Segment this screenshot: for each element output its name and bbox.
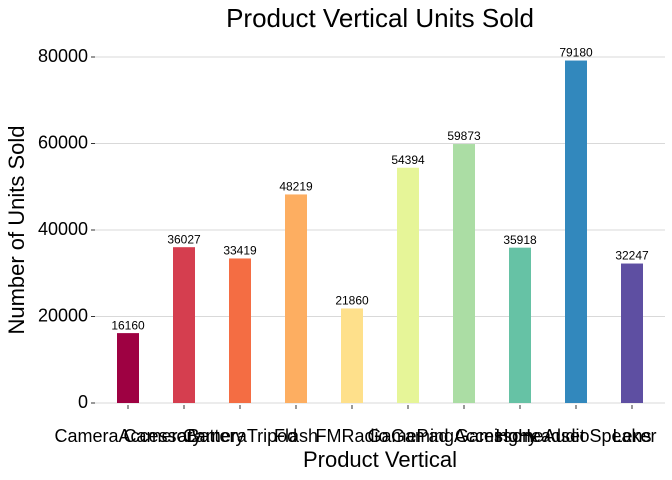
bar — [621, 263, 643, 403]
value-label: 54394 — [391, 153, 425, 167]
value-label: 33419 — [223, 244, 257, 258]
x-tick-label: FMRadio — [315, 426, 388, 446]
chart-title: Product Vertical Units Sold — [226, 3, 534, 33]
x-tick-label: CameraBattery — [123, 426, 244, 446]
y-tick-label: 80000 — [38, 46, 88, 66]
value-label: 32247 — [615, 249, 649, 263]
value-label: 35918 — [503, 233, 537, 247]
value-label: 16160 — [111, 318, 145, 332]
bar — [509, 247, 531, 403]
x-tick-label: Lens — [612, 426, 651, 446]
x-tick-label: GamingAccessory — [391, 426, 537, 446]
x-tick-label: CameraTripod — [183, 426, 297, 446]
bar — [341, 308, 363, 403]
x-tick-label: HomeAudioSpeaker — [495, 426, 656, 446]
value-label: 21860 — [335, 294, 369, 308]
y-tick-label: 0 — [78, 392, 88, 412]
y-tick-label: 40000 — [38, 219, 88, 239]
bar — [229, 258, 251, 403]
y-axis-label: Number of Units Sold — [4, 125, 29, 334]
bar — [173, 247, 195, 403]
x-tick-label: GamePad — [367, 426, 448, 446]
x-tick-label: CameraAccessory — [54, 426, 201, 446]
bar — [453, 144, 475, 404]
y-tick-label: 20000 — [38, 305, 88, 325]
value-label: 36027 — [167, 232, 201, 246]
bar — [285, 194, 307, 403]
y-tick-label: 60000 — [38, 132, 88, 152]
value-label: 79180 — [559, 46, 593, 60]
value-label: 48219 — [279, 180, 313, 194]
bar — [117, 333, 139, 403]
value-label: 59873 — [447, 129, 481, 143]
bar — [565, 60, 587, 403]
bar — [397, 167, 419, 403]
x-tick-label: Flash — [274, 426, 318, 446]
x-axis-label: Product Vertical — [303, 447, 457, 472]
x-tick-label: GamingHeadset — [455, 426, 585, 446]
